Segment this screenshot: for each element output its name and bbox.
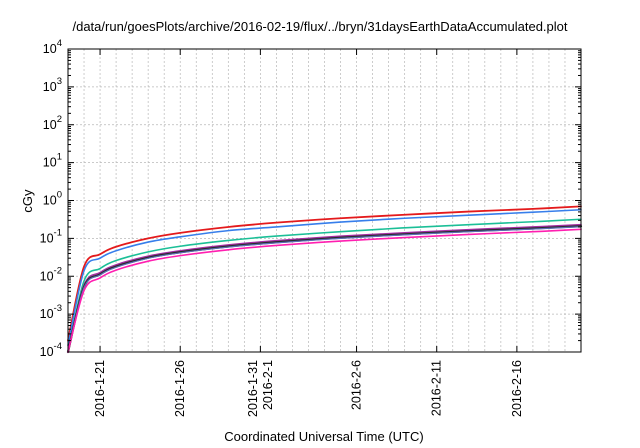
y-tick-label: 103 [43, 76, 62, 94]
x-tick-labels: 2016-1-21 2016-1-26 2016-1-31 2016-2-1 2016-… [93, 360, 524, 417]
y-tick-label: 102 [43, 114, 62, 132]
series-line-3 [67, 218, 582, 353]
series-line-6 [67, 226, 582, 353]
y-tick-label: 104 [43, 38, 62, 56]
series-group [66, 205, 583, 354]
y-axis-label: cGy [20, 189, 35, 213]
series-line-2 [67, 208, 582, 347]
grid [68, 49, 581, 352]
y-tick-label: 101 [43, 152, 62, 170]
chart-title: /data/run/goesPlots/archive/2016-02-19/f… [72, 19, 567, 34]
x-tick-label: 2016-2-1 [261, 360, 275, 410]
y-tick-label: 10-2 [40, 265, 62, 283]
series-line-7 [67, 228, 582, 353]
x-tick-label: 2016-1-31 [246, 360, 260, 417]
y-tick-label: 10-3 [40, 303, 62, 321]
series-line-1 [67, 205, 582, 342]
x-axis-label: Coordinated Universal Time (UTC) [224, 429, 423, 444]
y-tick-label: 10-1 [40, 227, 62, 245]
x-tick-label: 2016-2-16 [510, 360, 524, 417]
y-tick-label: 10-4 [40, 341, 62, 359]
x-tick-label: 2016-2-6 [350, 360, 364, 410]
x-tick-label: 2016-1-26 [173, 360, 187, 417]
x-tick-label: 2016-2-11 [430, 360, 444, 416]
series-line-4 [67, 223, 582, 353]
axis-ticks [68, 48, 581, 353]
y-tick-label: 100 [43, 190, 62, 208]
y-tick-labels: 10-4 10-3 10-2 10-1 100 101 102 103 104 [40, 38, 62, 359]
x-tick-label: 2016-1-21 [93, 360, 107, 417]
